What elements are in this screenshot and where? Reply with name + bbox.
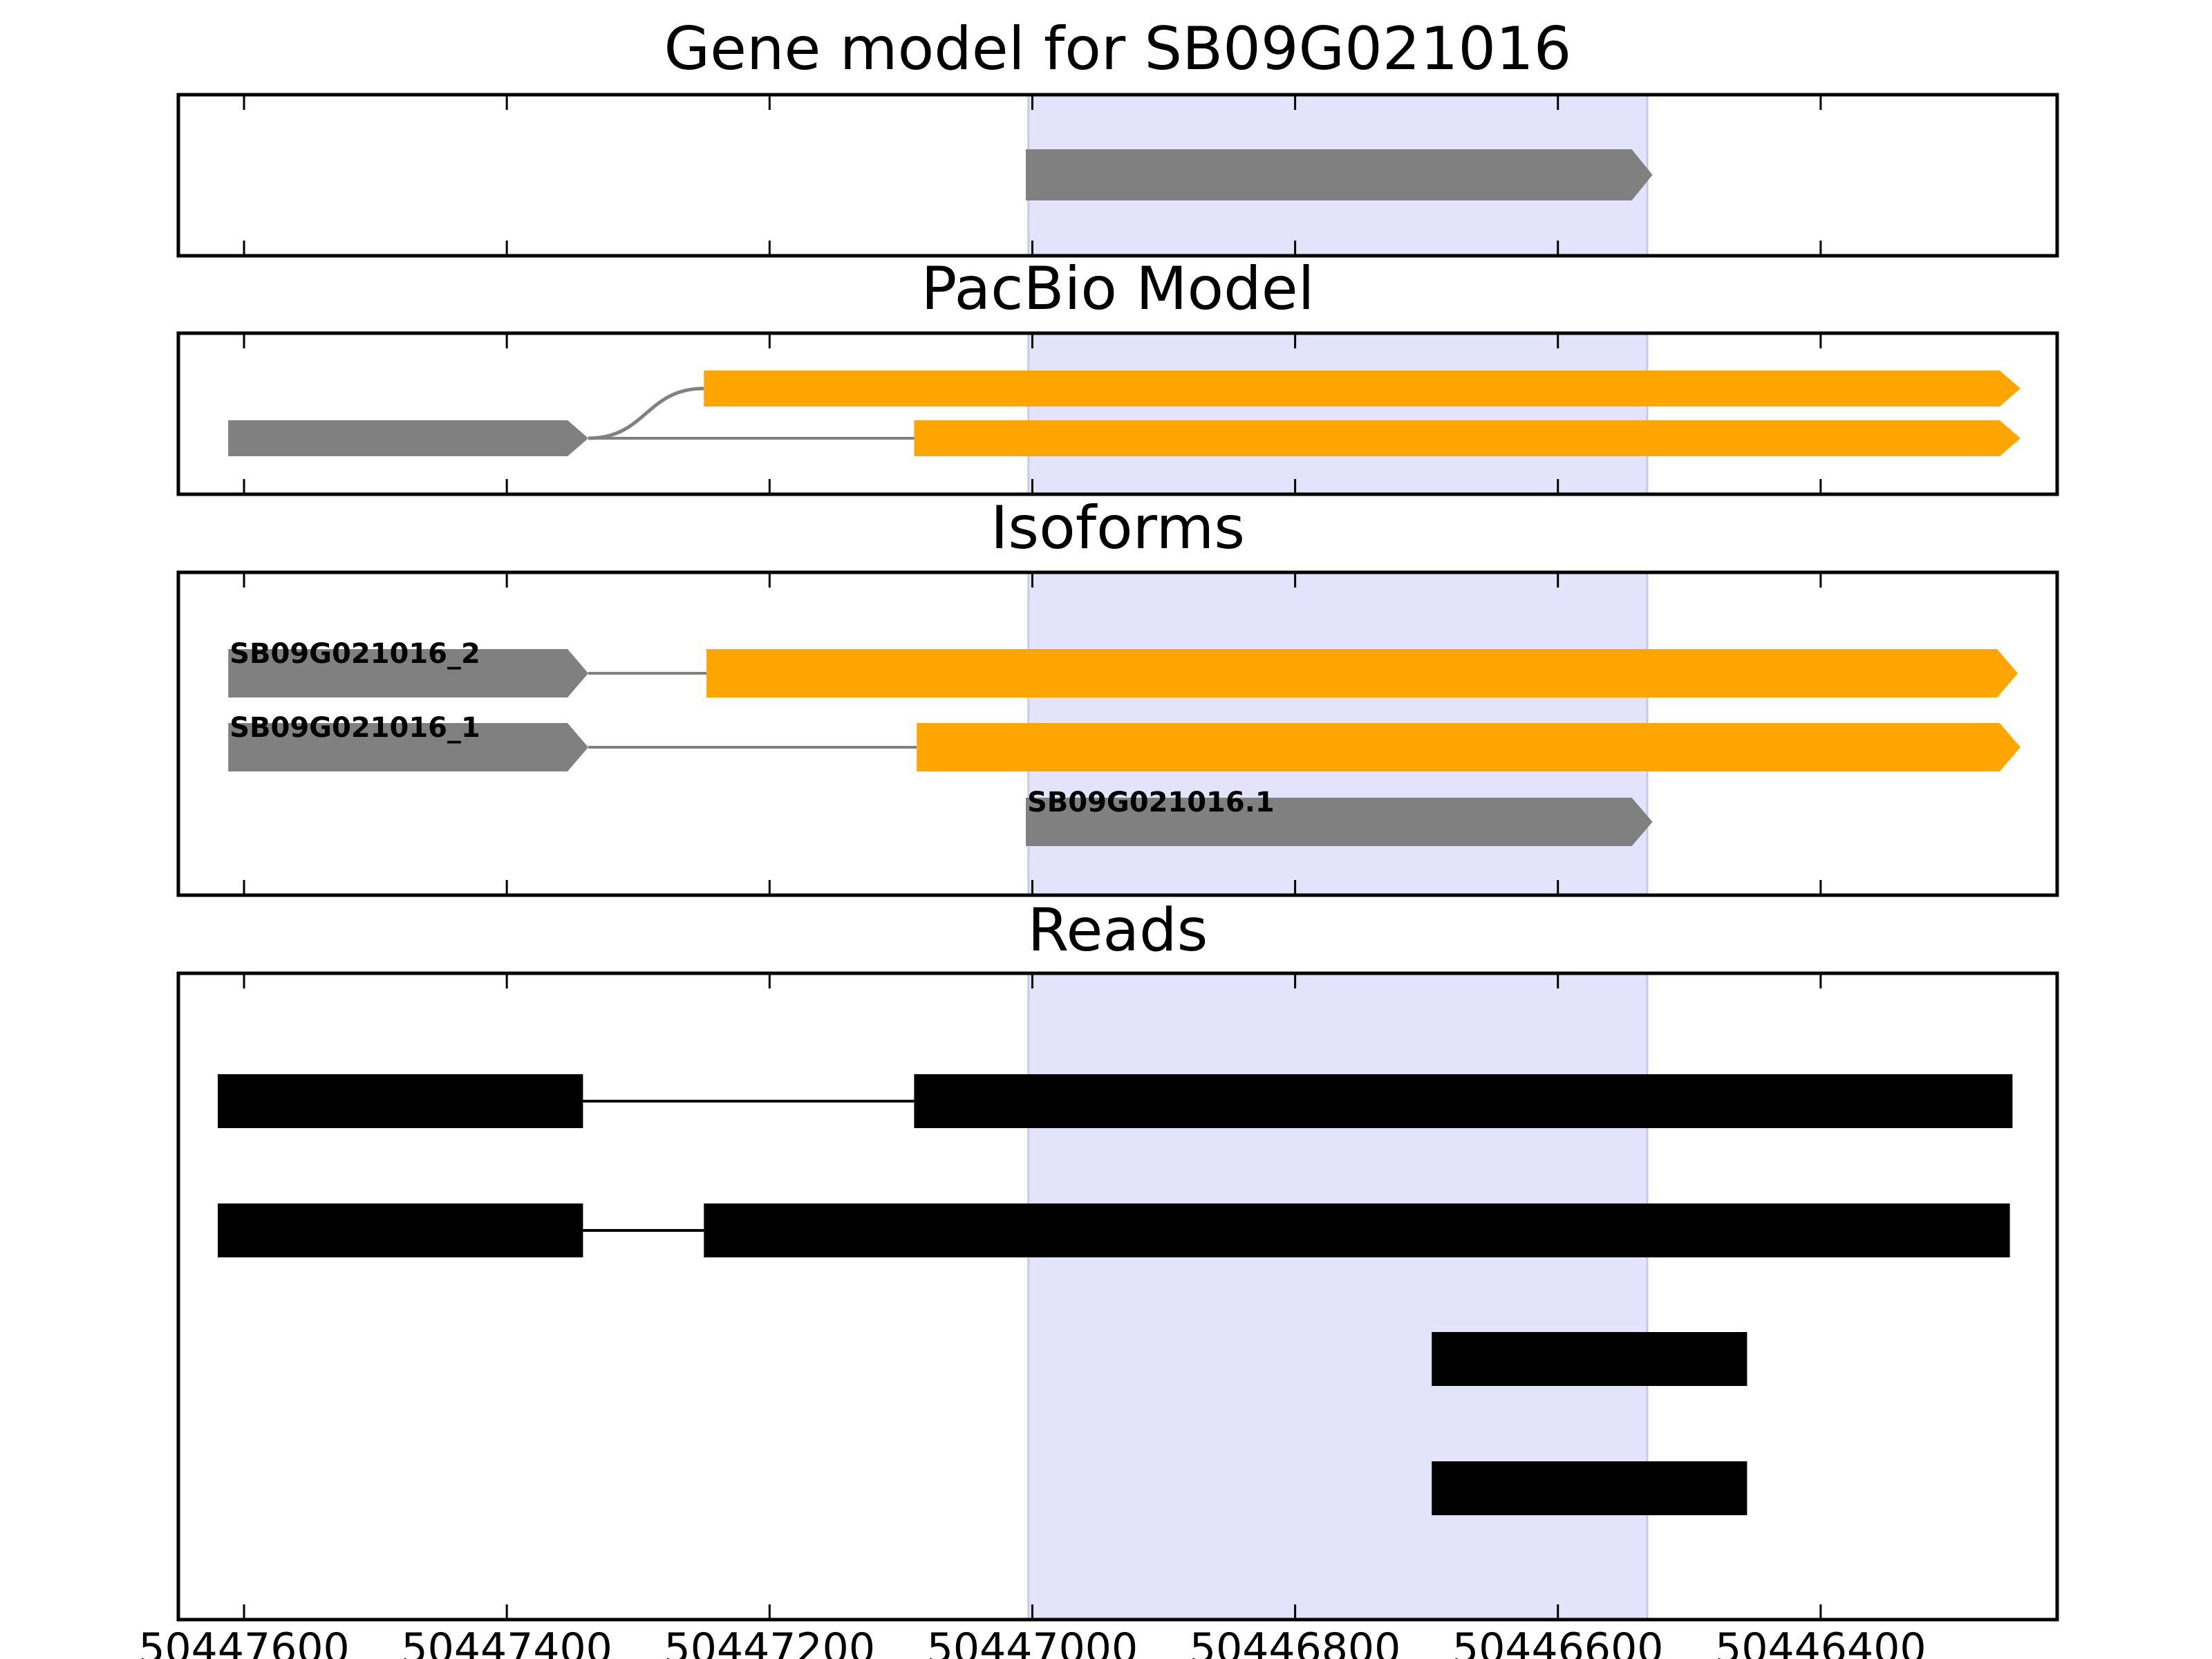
panels: Gene model for SB09G021016 PacBio Model Is… (176, 15, 2059, 1622)
track: SB09G021016_2 (228, 638, 2018, 697)
track: SB09G021016.1 (1025, 787, 1653, 846)
exon-block (704, 371, 2021, 406)
panel-title: Isoforms (991, 494, 1245, 563)
track (218, 1074, 2013, 1128)
isoform-label: SB09G021016.1 (1027, 787, 1275, 818)
x-tick-label: 50447200 (664, 1624, 875, 1659)
read-segment (1432, 1332, 1747, 1386)
exon-block (1025, 149, 1653, 200)
exon-block (1025, 798, 1653, 846)
track (1025, 149, 1653, 200)
exon-block (706, 649, 2018, 697)
read-segment (704, 1203, 2010, 1257)
intron-line (588, 386, 704, 440)
exon-block (914, 420, 2021, 456)
read-segment (218, 1203, 583, 1257)
panel-frame (176, 570, 2059, 897)
panel-title: Gene model for SB09G021016 (664, 15, 1572, 84)
x-tick-label: 50446600 (1452, 1624, 1663, 1659)
x-tick-label: 50446400 (1715, 1624, 1926, 1659)
x-tick-label: 50447000 (927, 1624, 1138, 1659)
track (218, 1203, 2010, 1257)
highlight-region (1028, 333, 1647, 494)
exon-block (228, 723, 589, 771)
track: SB09G021016_1 (228, 712, 2021, 771)
panel-gene: Gene model for SB09G021016 (176, 15, 2059, 258)
track (1432, 1332, 1747, 1386)
panel-frame (176, 331, 2059, 496)
exon-block (228, 649, 589, 697)
panel-title: PacBio Model (921, 254, 1314, 324)
exon-block (917, 723, 2021, 771)
isoform-label: SB09G021016_1 (229, 712, 480, 744)
panel-frame (176, 971, 2059, 1622)
x-tick-label: 50447400 (401, 1624, 612, 1659)
panel-frame (176, 93, 2059, 258)
read-segment (914, 1074, 2013, 1128)
read-segment (218, 1074, 583, 1128)
x-axis-tick-labels: 50447600 50447400 50447200 50447000 50446800… (138, 1624, 1926, 1659)
panel-reads: Reads (176, 896, 2059, 1622)
highlight-region (1028, 973, 1647, 1620)
panel-pacbio: PacBio Model (176, 254, 2059, 496)
read-segment (1432, 1461, 1747, 1515)
track (1432, 1461, 1747, 1515)
isoform-label: SB09G021016_2 (229, 638, 480, 670)
panel-title: Reads (1028, 896, 1208, 965)
track (228, 420, 2021, 456)
exon-block (228, 420, 589, 456)
x-tick-label: 50446800 (1190, 1624, 1400, 1659)
panel-isoforms: Isoforms SB09G021016_2 SB09G021016_1 SB09G0… (176, 494, 2059, 897)
x-tick-label: 50447600 (138, 1624, 349, 1659)
